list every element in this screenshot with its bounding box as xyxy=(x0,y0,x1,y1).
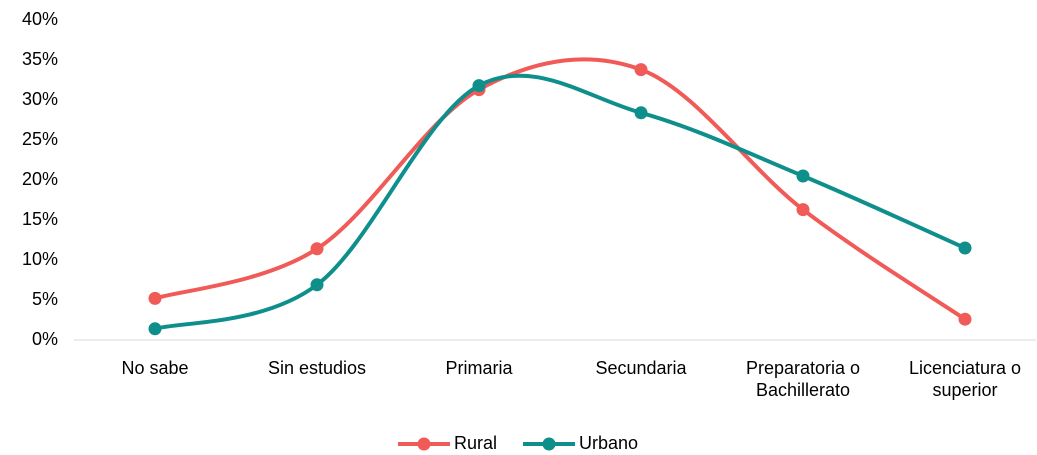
y-tick-label: 25% xyxy=(22,129,58,149)
marker xyxy=(310,242,324,256)
marker xyxy=(958,312,972,326)
marker xyxy=(310,278,324,292)
y-tick-label: 20% xyxy=(22,169,58,189)
y-tick-label: 40% xyxy=(22,9,58,29)
legend-marker xyxy=(417,437,431,451)
marker xyxy=(796,169,810,183)
marker xyxy=(148,322,162,336)
legend-label: Urbano xyxy=(579,433,638,453)
y-tick-label: 10% xyxy=(22,249,58,269)
marker xyxy=(148,291,162,305)
y-tick-label: 15% xyxy=(22,209,58,229)
line xyxy=(153,57,967,322)
x-tick-label: Licenciatura o superior xyxy=(908,358,1022,400)
x-tick-label: Sin estudios xyxy=(267,358,367,378)
line xyxy=(153,73,967,331)
marker xyxy=(634,63,648,77)
x-tick-label: Preparatoria o Bachillerato xyxy=(745,358,861,400)
x-tick-label: Secundaria xyxy=(595,358,687,378)
marker xyxy=(472,79,486,93)
marker xyxy=(958,241,972,255)
y-tick-label: 0% xyxy=(32,329,58,349)
y-tick-label: 30% xyxy=(22,89,58,109)
marker xyxy=(796,203,810,217)
y-tick-label: 35% xyxy=(22,49,58,69)
x-tick-label: No sabe xyxy=(121,358,189,378)
y-tick-label: 5% xyxy=(32,289,58,309)
legend-label: Rural xyxy=(454,433,497,453)
marker xyxy=(634,106,648,120)
legend-marker xyxy=(542,437,556,451)
x-tick-label: Primaria xyxy=(445,358,513,378)
